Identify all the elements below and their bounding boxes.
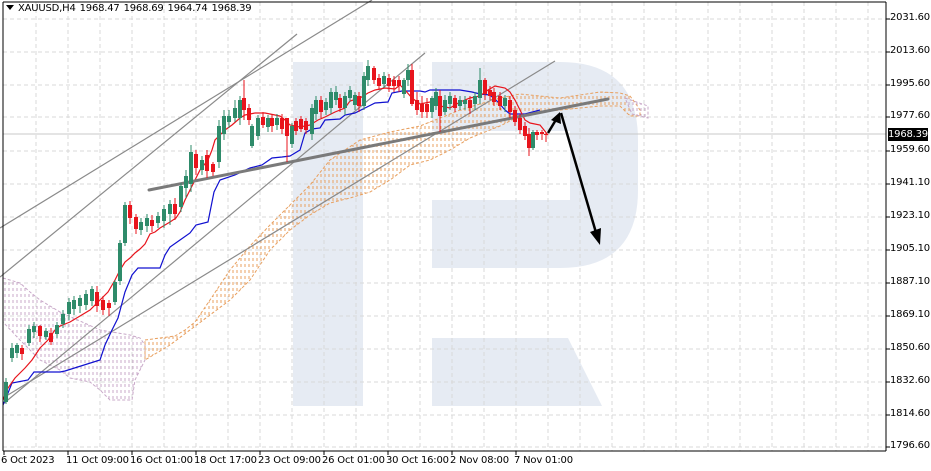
support-trendline xyxy=(147,97,610,192)
price-label: 1869.10 xyxy=(890,309,930,320)
price-label: 1995.60 xyxy=(890,78,930,89)
price-label: 1941.10 xyxy=(890,177,930,188)
low-value: 1964.74 xyxy=(167,3,208,14)
high-value: 1968.69 xyxy=(123,3,164,14)
time-label: 11 Oct 09:00 xyxy=(66,455,129,466)
price-ticks xyxy=(886,18,890,448)
candlesticks xyxy=(4,60,548,404)
price-label: 1959.60 xyxy=(890,144,930,155)
price-label: 2013.60 xyxy=(890,45,930,56)
price-label: 1905.10 xyxy=(890,243,930,254)
price-label: 1850.60 xyxy=(890,342,930,353)
time-label: 2 Nov 08:00 xyxy=(450,455,509,466)
time-label: 30 Oct 16:00 xyxy=(386,455,449,466)
time-label: 16 Oct 01:00 xyxy=(130,455,193,466)
price-label: 1887.10 xyxy=(890,276,930,287)
price-label: 1796.60 xyxy=(890,440,930,451)
channel-trendlines xyxy=(0,0,556,405)
price-label: 1923.10 xyxy=(890,210,930,221)
time-label: 7 Nov 01:00 xyxy=(514,455,573,466)
current-price-badge: 1968.39 xyxy=(888,128,928,141)
price-label: 2031.60 xyxy=(890,12,930,23)
open-value: 1968.47 xyxy=(79,3,120,14)
kijun-sen-line xyxy=(2,89,541,406)
symbol-label: XAUUSD,H4 xyxy=(18,3,76,14)
symbol-header[interactable]: XAUUSD,H4 1968.47 1968.69 1964.74 1968.39 xyxy=(6,3,255,14)
price-label: 1814.60 xyxy=(890,408,930,419)
time-label: 6 Oct 2023 xyxy=(1,455,55,466)
price-label: 1977.60 xyxy=(890,110,930,121)
close-value: 1968.39 xyxy=(211,3,252,14)
time-label: 26 Oct 01:00 xyxy=(322,455,385,466)
time-label: 23 Oct 09:00 xyxy=(258,455,321,466)
price-label: 1832.60 xyxy=(890,375,930,386)
forecast-arrows xyxy=(546,112,601,245)
dropdown-triangle-icon[interactable] xyxy=(6,5,14,10)
time-label: 18 Oct 17:00 xyxy=(194,455,257,466)
ichimoku-cloud-bearish-forward xyxy=(624,97,649,119)
time-ticks xyxy=(3,451,517,455)
ichimoku-cloud-bearish xyxy=(2,277,146,401)
